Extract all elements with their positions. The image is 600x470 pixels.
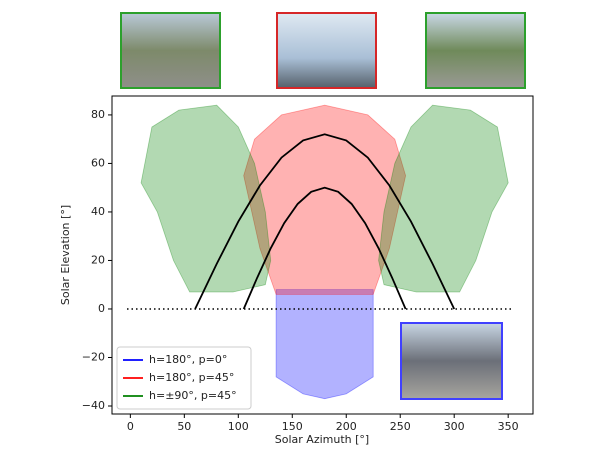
legend-label: h=180°, p=45°	[149, 371, 234, 384]
legend-label: h=±90°, p=45°	[149, 389, 237, 402]
thumbnail	[400, 322, 503, 400]
sun-path	[194, 133, 456, 310]
legend-box	[116, 346, 252, 410]
axes-frame	[111, 95, 534, 415]
region	[275, 289, 374, 400]
region	[243, 104, 407, 295]
x-axis-label: Solar Azimuth [°]	[275, 433, 369, 446]
y-tick-label: 60	[91, 156, 105, 169]
thumbnail	[276, 12, 377, 89]
y-tick-label: −40	[82, 399, 105, 412]
legend: h=180°, p=0° h=180°, p=45° h=±90°, p=45°	[116, 346, 252, 410]
y-tick-label: 40	[91, 205, 105, 218]
y-tick-label: 20	[91, 253, 105, 266]
x-tick-label: 50	[177, 420, 191, 433]
x-tick-label: 200	[336, 420, 357, 433]
thumbnail	[425, 12, 526, 89]
thumbnail	[120, 12, 221, 89]
x-tick-label: 100	[228, 420, 249, 433]
sun-path	[242, 186, 407, 310]
y-tick-label: 80	[91, 108, 105, 121]
legend-label: h=180°, p=0°	[149, 353, 227, 366]
x-tick-label: 150	[282, 420, 303, 433]
x-tick-label: 0	[127, 420, 134, 433]
region	[140, 104, 509, 293]
y-axis-label: Solar Elevation [°]	[59, 205, 72, 305]
y-tick-label: 0	[98, 302, 105, 315]
x-tick-label: 300	[444, 420, 465, 433]
x-tick-label: 250	[390, 420, 411, 433]
y-tick-label: −20	[82, 350, 105, 363]
plot-area: 0 50 100 150 200 250 300 350 −40 −20 0 20 40 60 80 h=18…	[82, 95, 534, 433]
x-tick-label: 350	[498, 420, 519, 433]
